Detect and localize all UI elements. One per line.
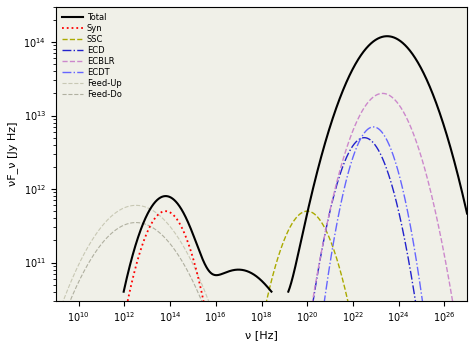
Feed-Do (124, 222, 130, 226)
Feed-Up (211, 313, 217, 317)
Syn (124, 301, 130, 305)
Total (211, 273, 217, 277)
Total (412, 55, 418, 59)
Feed-Do (53, 336, 59, 340)
ECBLR (412, 135, 418, 139)
Total (456, 177, 462, 181)
ECD (412, 294, 418, 298)
Feed-Up (100, 223, 106, 227)
Line: ECD: ECD (296, 138, 421, 347)
Feed-Do (211, 330, 217, 334)
Total (124, 274, 130, 278)
Total (464, 211, 470, 215)
X-axis label: ν [Hz]: ν [Hz] (245, 330, 278, 340)
Line: Syn: Syn (90, 211, 227, 347)
Feed-Up (124, 205, 130, 209)
ECDT (412, 248, 418, 252)
Line: SSC: SSC (250, 211, 364, 347)
Line: ECDT: ECDT (303, 127, 433, 347)
Feed-Up (53, 319, 59, 323)
Y-axis label: νF_ν [Jy Hz]: νF_ν [Jy Hz] (7, 122, 18, 186)
Legend: Total, Syn, SSC, ECD, ECBLR, ECDT, Feed-Up, Feed-Do: Total, Syn, SSC, ECD, ECBLR, ECDT, Feed-… (58, 9, 125, 103)
Line: Feed-Do: Feed-Do (56, 222, 216, 338)
Line: Feed-Up: Feed-Up (56, 205, 216, 321)
Total (228, 269, 234, 273)
Line: ECBLR: ECBLR (307, 93, 456, 334)
Line: Total: Total (124, 36, 467, 292)
Feed-Do (100, 240, 106, 244)
